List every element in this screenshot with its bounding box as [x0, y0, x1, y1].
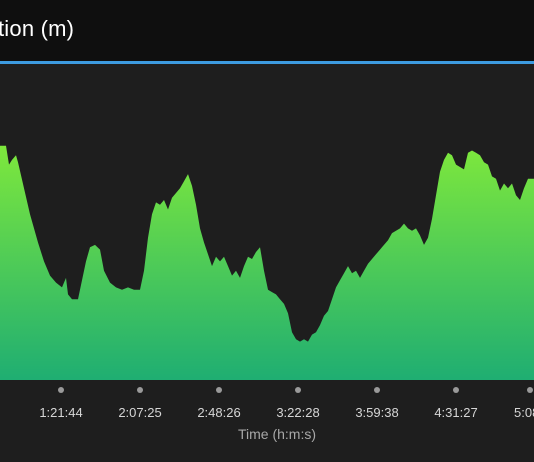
x-tick-label: 2:07:25: [118, 405, 162, 420]
elevation-chart[interactable]: [0, 64, 534, 462]
x-tick-dot: [58, 387, 64, 393]
x-tick-dot: [453, 387, 459, 393]
page-title: tion (m): [0, 16, 75, 41]
x-tick-label: 3:59:38: [355, 405, 399, 420]
x-tick-dot: [137, 387, 143, 393]
x-tick-label: 4:31:27: [434, 405, 478, 420]
header-divider: [0, 61, 534, 64]
chart-panel[interactable]: [0, 64, 534, 462]
x-tick-dot: [527, 387, 533, 393]
app-header: tion (m): [0, 0, 534, 64]
elevation-area: [0, 145, 534, 380]
x-tick-label: 2:48:26: [197, 405, 241, 420]
x-tick-label: 5:08: [514, 405, 534, 420]
x-tick-label: 1:21:44: [39, 405, 83, 420]
x-tick-dot: [295, 387, 301, 393]
x-tick-label: 3:22:28: [276, 405, 320, 420]
x-tick-dot: [216, 387, 222, 393]
x-axis-label: Time (h:m:s): [237, 426, 317, 442]
x-tick-dot: [374, 387, 380, 393]
